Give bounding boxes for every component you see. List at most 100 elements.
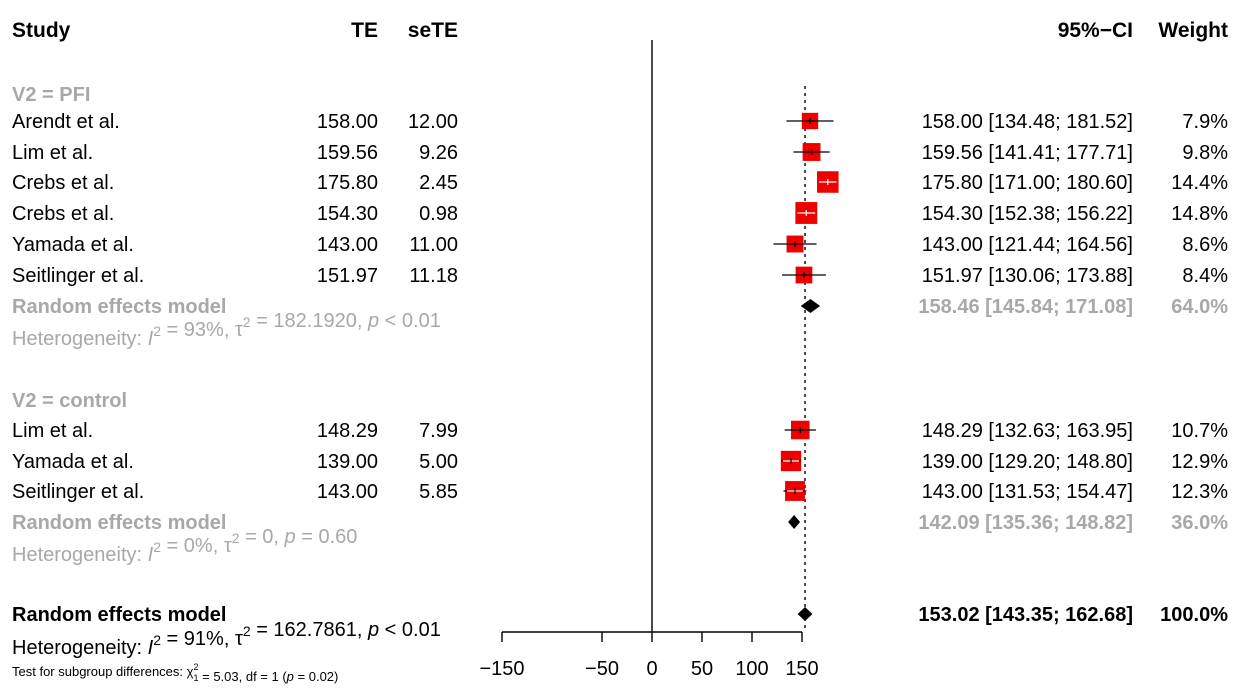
overall-summary-label: Random effects model — [12, 604, 226, 626]
study-sete: 9.26 — [419, 142, 458, 164]
study-ci: 159.56 [141.41; 177.71] — [922, 142, 1133, 164]
heterogeneity-overall-sup: 2 — [153, 632, 161, 648]
study-name: Crebs et al. — [12, 172, 114, 194]
heterogeneity-overall-i2-val: = 91%, — [161, 628, 235, 650]
heterogeneity-pfi-prefix: Heterogeneity: — [12, 328, 148, 350]
study-weight: 9.8% — [1182, 142, 1228, 164]
heterogeneity-pfi-sup: 2 — [153, 323, 161, 339]
x-axis-tick-label: −150 — [479, 658, 524, 680]
heterogeneity-control-sup2: 2 — [232, 530, 240, 546]
heterogeneity-overall: Heterogeneity: I2 = 91%, τ2 = 162.7861, … — [12, 619, 441, 659]
heterogeneity-pfi-sup2: 2 — [243, 314, 251, 330]
x-axis-tick-label: 0 — [646, 658, 657, 680]
subgroup-test-sub: 1 — [193, 673, 198, 683]
study-ci: 143.00 [121.44; 164.56] — [922, 234, 1133, 256]
study-te: 139.00 — [317, 451, 378, 473]
heterogeneity-control-p: p — [284, 526, 296, 548]
heterogeneity-overall-tau: τ — [235, 628, 243, 650]
header-sete: seTE — [408, 19, 458, 42]
x-axis-tick-label: −50 — [585, 658, 619, 680]
study-sete: 11.18 — [409, 265, 458, 287]
study-te: 175.80 — [317, 172, 378, 194]
study-ci: 139.00 [129.20; 148.80] — [922, 451, 1133, 473]
x-axis-tick-label: 100 — [735, 658, 768, 680]
study-weight: 7.9% — [1182, 111, 1228, 133]
study-sete: 12.00 — [408, 111, 458, 133]
study-weight: 8.4% — [1182, 265, 1228, 287]
header-weight: Weight — [1158, 19, 1228, 42]
study-sete: 7.99 — [419, 420, 458, 442]
subgroup-control-summary-weight: 36.0% — [1171, 512, 1228, 534]
heterogeneity-pfi-tau-val: = 182.1920, — [251, 310, 368, 332]
study-name: Lim et al. — [12, 420, 93, 442]
heterogeneity-control-tau: τ — [224, 535, 232, 557]
study-weight: 14.8% — [1171, 203, 1228, 225]
study-name: Yamada et al. — [12, 451, 134, 473]
study-te: 158.00 — [317, 111, 378, 133]
heterogeneity-pfi-tau: τ — [235, 319, 243, 341]
subgroup-pfi-summary-weight: 64.0% — [1171, 296, 1228, 318]
study-te: 159.56 — [317, 142, 378, 164]
header-study: Study — [12, 19, 71, 42]
heterogeneity-pfi-i2: I — [148, 328, 154, 350]
study-weight: 8.6% — [1182, 234, 1228, 256]
heterogeneity-overall-i2: I — [148, 637, 154, 659]
subgroup-test-prefix: Test for subgroup differences: — [12, 664, 187, 679]
study-name: Seitlinger et al. — [12, 481, 144, 503]
header-ci: 95%−CI — [1058, 19, 1133, 42]
study-te: 143.00 — [317, 481, 378, 503]
overall-summary-ci: 153.02 [143.35; 162.68] — [918, 604, 1133, 626]
study-sete: 11.00 — [409, 234, 458, 256]
x-axis-tick-label: 150 — [785, 658, 818, 680]
heterogeneity-overall-tau-val: = 162.7861, — [251, 619, 368, 641]
study-te: 148.29 — [317, 420, 378, 442]
heterogeneity-overall-p: p — [367, 619, 379, 641]
group-label-pfi: V2 = PFI — [12, 84, 90, 106]
header-te: TE — [351, 19, 378, 42]
study-ci: 143.00 [131.53; 154.47] — [922, 481, 1133, 503]
heterogeneity-control-i2: I — [148, 544, 154, 566]
heterogeneity-pfi-i2-val: = 93%, — [161, 319, 235, 341]
study-sete: 2.45 — [419, 172, 458, 194]
heterogeneity-control-i2-val: = 0%, — [161, 535, 224, 557]
subgroup-test-chi-val: = 5.03, df = 1 ( — [199, 669, 288, 684]
study-te: 151.97 — [317, 265, 378, 287]
subgroup-test-sup: 2 — [193, 662, 198, 672]
heterogeneity-control-p-val: = 0.60 — [296, 526, 358, 548]
overall-summary-diamond — [797, 607, 813, 621]
subgroup-control-summary-label: Random effects model — [12, 512, 226, 534]
study-ci: 158.00 [134.48; 181.52] — [922, 111, 1133, 133]
heterogeneity-control-prefix: Heterogeneity: — [12, 544, 148, 566]
subgroup-control-summary-diamond — [788, 515, 801, 529]
heterogeneity-control-tau-val: = 0, — [240, 526, 285, 548]
x-axis-tick-label: 50 — [691, 658, 713, 680]
study-weight: 12.3% — [1171, 481, 1228, 503]
study-te: 143.00 — [317, 234, 378, 256]
subgroup-test-p-val: = 0.02) — [294, 669, 338, 684]
study-name: Lim et al. — [12, 142, 93, 164]
heterogeneity-control-sup: 2 — [153, 539, 161, 555]
subgroup-pfi-summary-diamond — [800, 299, 821, 313]
study-name: Yamada et al. — [12, 234, 134, 256]
heterogeneity-pfi-p-val: < 0.01 — [379, 310, 441, 332]
subgroup-test-chi: χ — [187, 664, 194, 679]
overall-summary-weight: 100.0% — [1160, 604, 1228, 626]
heterogeneity-pfi: Heterogeneity: I2 = 93%, τ2 = 182.1920, … — [12, 310, 441, 350]
subgroup-control-summary-ci: 142.09 [135.36; 148.82] — [918, 512, 1133, 534]
subgroup-test-p: p — [286, 669, 294, 684]
study-te: 154.30 — [317, 203, 378, 225]
heterogeneity-overall-prefix: Heterogeneity: — [12, 637, 148, 659]
study-weight: 10.7% — [1171, 420, 1228, 442]
subgroup-test: Test for subgroup differences: χ2 1 = 5.0… — [12, 662, 338, 684]
study-name: Crebs et al. — [12, 203, 114, 225]
heterogeneity-pfi-p: p — [367, 310, 379, 332]
study-name: Seitlinger et al. — [12, 265, 144, 287]
study-sete: 0.98 — [419, 203, 458, 225]
study-sete: 5.00 — [419, 451, 458, 473]
study-sete: 5.85 — [419, 481, 458, 503]
study-ci: 151.97 [130.06; 173.88] — [922, 265, 1133, 287]
study-ci: 175.80 [171.00; 180.60] — [922, 172, 1133, 194]
study-weight: 14.4% — [1171, 172, 1228, 194]
study-ci: 148.29 [132.63; 163.95] — [922, 420, 1133, 442]
